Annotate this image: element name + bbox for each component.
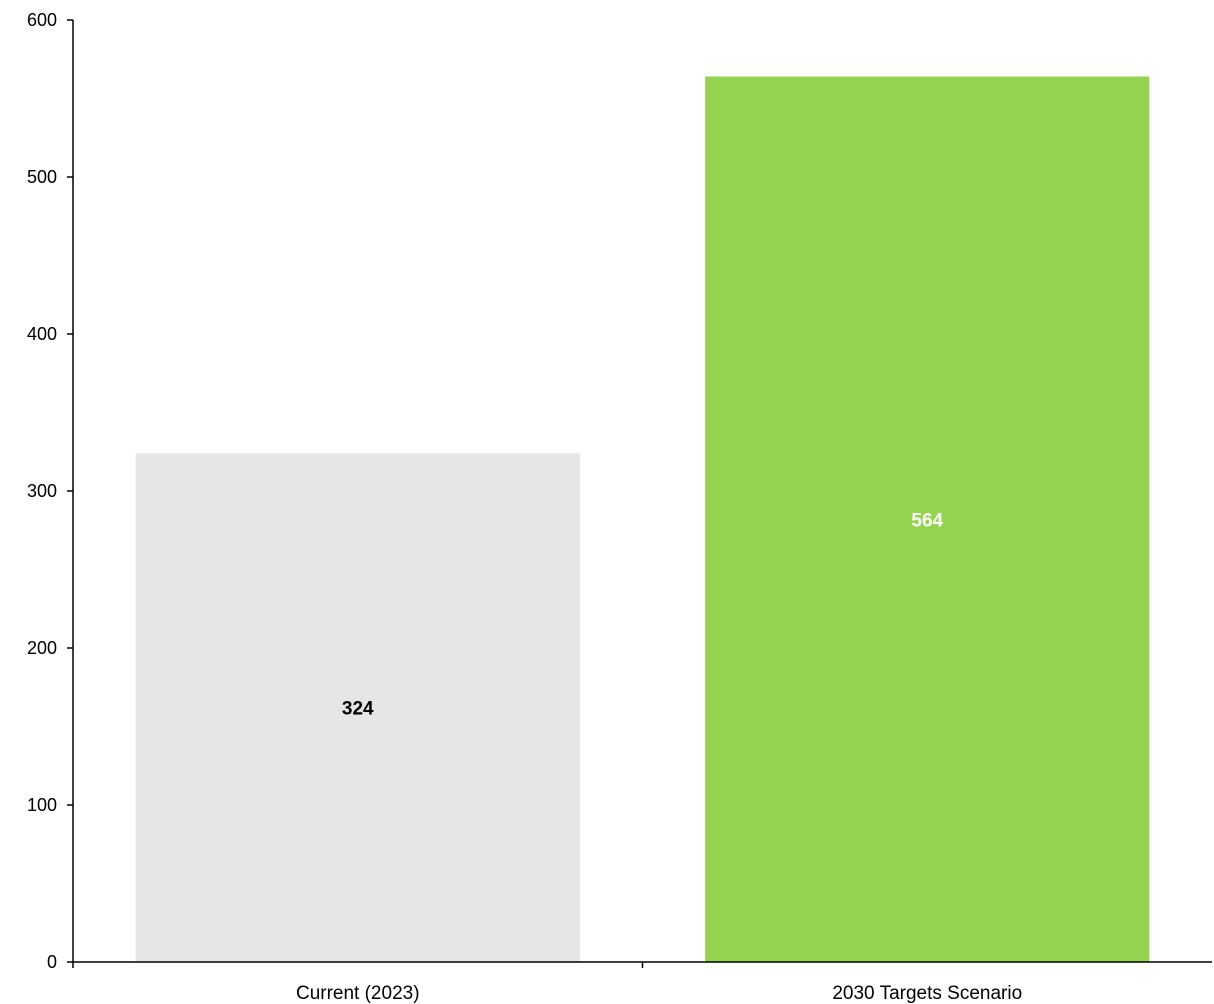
x-axis: Current (2023) 2030 Targets Scenario	[73, 961, 1212, 1004]
y-tick-label: 400	[27, 324, 57, 344]
x-category-label: 2030 Targets Scenario	[832, 983, 1022, 1004]
x-category-label: Current (2023)	[296, 983, 420, 1004]
y-tick-label: 500	[27, 167, 57, 187]
y-tick-label: 300	[27, 481, 57, 501]
bar-data-label: 324	[342, 699, 374, 720]
y-tick-label: 0	[47, 952, 57, 972]
y-tick-label: 100	[27, 795, 57, 815]
y-tick-label: 200	[27, 638, 57, 658]
bar	[705, 76, 1150, 962]
bar-data-label: 564	[911, 510, 943, 531]
y-tick-label: 600	[27, 10, 57, 30]
bars: 324 564	[135, 76, 1150, 962]
bar	[135, 453, 580, 962]
y-axis: 0 100 200 300 400 500 600	[27, 10, 74, 972]
